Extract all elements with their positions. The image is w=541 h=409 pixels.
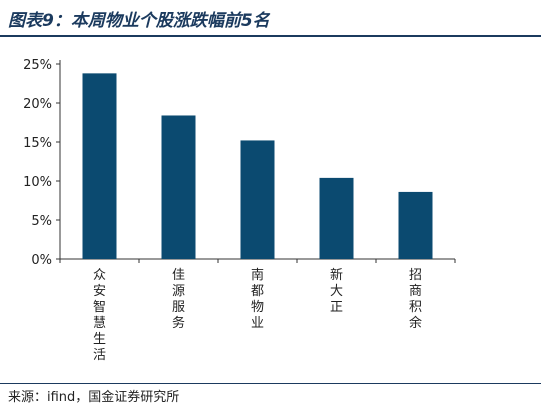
y-tick-labels: 0% 5% 10% 15% 20% 25%: [23, 58, 52, 268]
x-tick-label: 众安智慧生活: [93, 268, 106, 363]
bar-3: [240, 140, 275, 259]
chart-axes: [56, 60, 456, 263]
y-tick-label: 10%: [23, 175, 52, 190]
chart-title: 图表9：本周物业个股涨跌幅前5名: [8, 11, 270, 31]
y-tick-label: 0%: [31, 253, 52, 268]
x-tick-labels: 众安智慧生活 佳源服务 南都物业 新大正 招商积余: [93, 267, 422, 363]
y-tick-label: 15%: [23, 136, 52, 151]
y-tick-label: 20%: [23, 97, 52, 112]
x-tick-label: 南都物业: [251, 267, 264, 331]
bar-chart: 众安智慧生活 佳源服务 南都物业 新大正 招商积余 0% 5% 10% 15% 20% 25%: [23, 58, 456, 363]
x-tick-label: 佳源服务: [172, 268, 185, 331]
bar-1: [82, 73, 117, 259]
source-note: 来源：ifind，国金证券研究所: [8, 390, 180, 405]
bar-2: [161, 115, 196, 259]
x-tick-label: 新大正: [330, 267, 343, 315]
bar-4: [319, 177, 354, 259]
footer-divider: [0, 383, 541, 384]
y-tick-label: 25%: [23, 58, 52, 73]
title-divider: [0, 35, 541, 37]
chart-bars: [82, 73, 433, 259]
x-tick-label: 招商积余: [409, 268, 422, 331]
bar-5: [398, 191, 433, 259]
y-tick-label: 5%: [31, 214, 52, 229]
